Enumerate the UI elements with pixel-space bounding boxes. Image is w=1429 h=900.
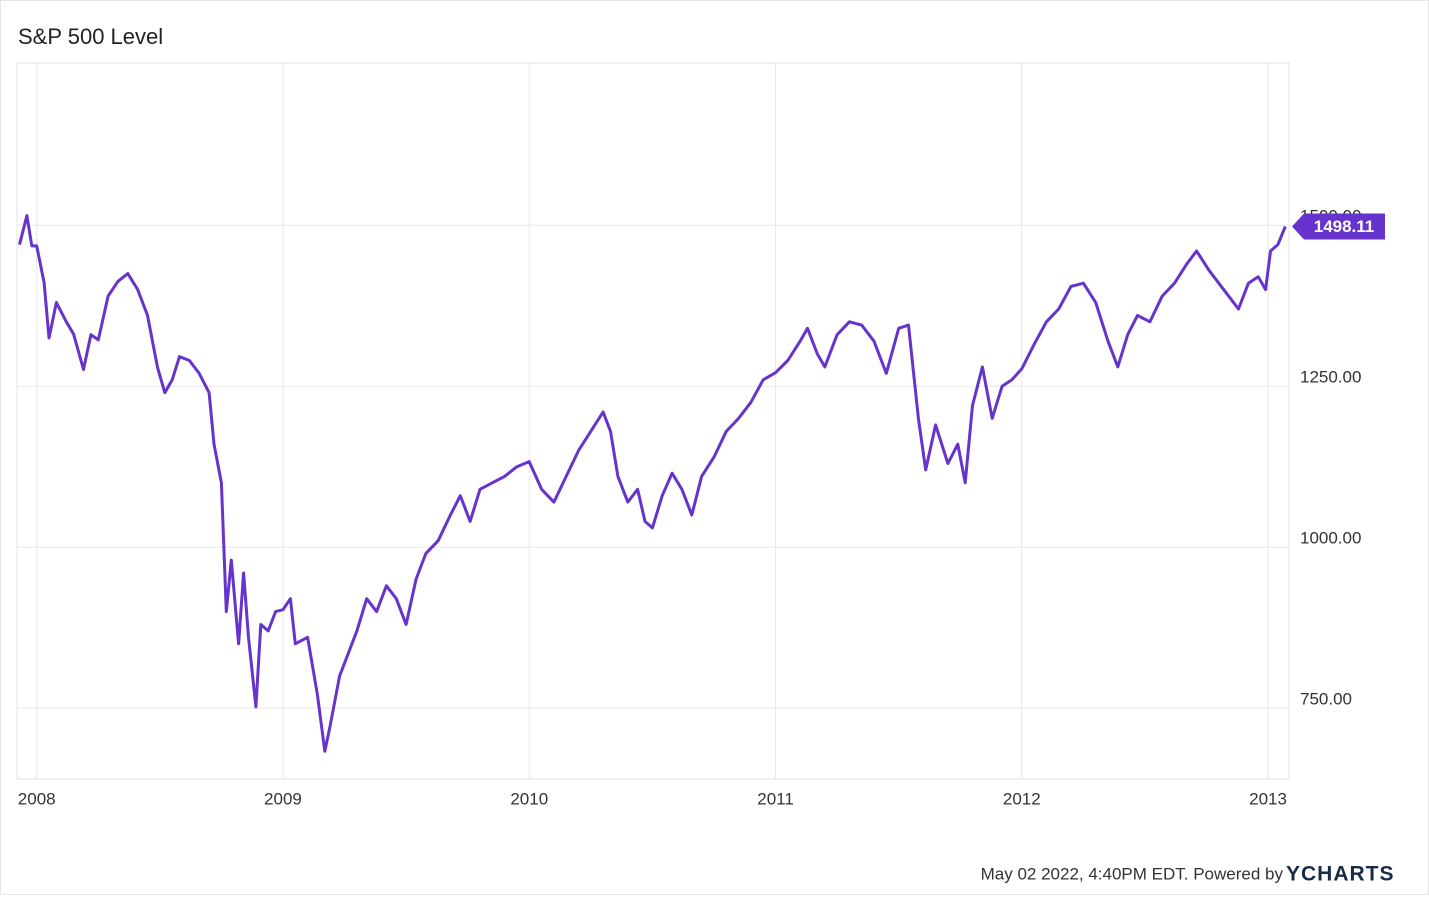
x-tick-label: 2010 bbox=[510, 789, 548, 808]
x-tick-label: 2013 bbox=[1249, 789, 1287, 808]
y-tick-label: 750.00 bbox=[1300, 690, 1352, 709]
chart-title: S&P 500 Level bbox=[18, 24, 163, 49]
x-tick-label: 2008 bbox=[18, 789, 56, 808]
price-line bbox=[18, 214, 1287, 753]
logo: YCHARTS bbox=[1286, 863, 1395, 886]
x-tick-label: 2009 bbox=[264, 789, 302, 808]
last-value-tag bbox=[1292, 213, 1385, 240]
last-value-label: 1498.11 bbox=[1314, 217, 1375, 236]
y-tick-label: 1250.00 bbox=[1300, 368, 1361, 387]
y-tick-label: 1000.00 bbox=[1300, 529, 1361, 548]
plot-area bbox=[16, 62, 1290, 780]
x-tick-label: 2012 bbox=[1003, 789, 1041, 808]
footer: May 02 2022, 4:40PM EDT. Powered by bbox=[981, 864, 1284, 883]
x-tick-label: 2011 bbox=[757, 789, 794, 808]
